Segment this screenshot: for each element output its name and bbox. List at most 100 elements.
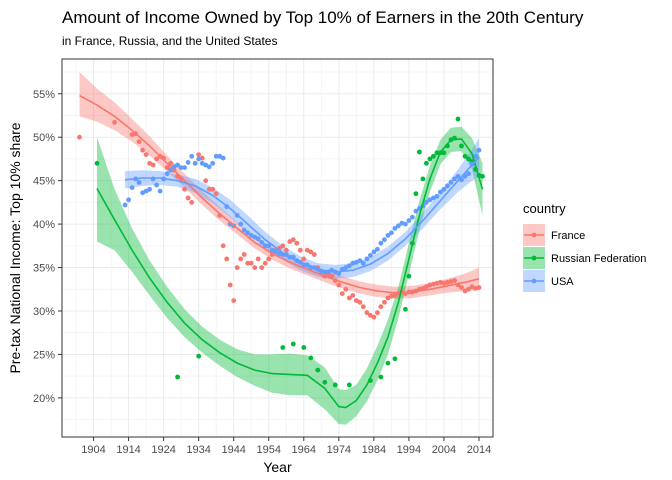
point-usa	[122, 202, 128, 208]
point-russian-federation	[385, 360, 391, 366]
point-usa	[389, 230, 394, 236]
x-tick-label: 1914	[116, 444, 140, 456]
point-usa	[403, 221, 408, 227]
point-usa	[375, 246, 380, 252]
legend-label: Russian Federation	[551, 253, 646, 265]
x-tick-label: 1954	[256, 444, 280, 456]
point-france	[238, 256, 244, 262]
point-france	[185, 195, 191, 201]
point-france	[297, 247, 303, 253]
point-usa	[255, 236, 261, 242]
smooth-lines	[79, 94, 484, 409]
legend-key-dot	[531, 278, 537, 284]
point-france	[196, 152, 202, 158]
x-tick-label: 2004	[432, 444, 456, 456]
point-usa	[455, 173, 461, 179]
point-france	[241, 252, 247, 257]
point-france	[452, 278, 457, 283]
point-france	[290, 237, 296, 243]
point-france	[357, 299, 363, 305]
point-france	[311, 252, 317, 257]
x-tick-label: 1904	[81, 444, 105, 456]
chart-title: Amount of Income Owned by Top 10% of Ear…	[62, 8, 584, 27]
x-tick-label: 1944	[221, 444, 245, 456]
legend-key-dot	[531, 255, 537, 261]
point-russian-federation	[434, 150, 440, 156]
point-france	[336, 282, 342, 288]
point-russian-federation	[308, 355, 314, 361]
point-france	[459, 285, 464, 290]
point-france	[140, 147, 146, 153]
point-russian-federation	[455, 116, 461, 122]
point-france	[339, 291, 345, 296]
x-tick-label: 2014	[467, 444, 491, 456]
point-usa	[346, 263, 352, 269]
point-usa	[413, 208, 419, 214]
point-usa	[196, 156, 202, 162]
x-tick-label: 1984	[362, 444, 386, 456]
legend-key-dot	[531, 232, 537, 238]
point-france	[445, 279, 450, 285]
point-usa	[182, 165, 188, 171]
point-russian-federation	[322, 379, 328, 385]
point-usa	[445, 183, 450, 189]
point-france	[231, 298, 237, 303]
point-usa	[406, 218, 412, 224]
point-russian-federation	[406, 273, 412, 279]
point-usa	[273, 249, 279, 255]
point-france	[364, 310, 370, 316]
point-usa	[262, 243, 268, 249]
point-russian-federation	[413, 191, 419, 197]
point-russian-federation	[315, 367, 321, 373]
point-usa	[396, 223, 401, 229]
point-russian-federation	[459, 143, 464, 149]
point-usa	[382, 237, 387, 243]
chart-subtitle: in France, Russia, and the United States	[62, 34, 277, 48]
x-tick-label: 1964	[292, 444, 316, 456]
point-russian-federation	[280, 345, 286, 350]
point-usa	[385, 233, 391, 238]
point-france	[248, 260, 254, 266]
point-russian-federation	[427, 156, 433, 162]
point-usa	[424, 200, 429, 205]
y-tick-label: 35%	[33, 263, 55, 275]
point-france	[245, 260, 251, 266]
point-russian-federation	[175, 374, 181, 380]
point-france	[220, 243, 226, 249]
point-usa	[129, 185, 135, 191]
point-usa	[245, 230, 251, 236]
point-france	[308, 249, 314, 255]
point-usa	[136, 180, 142, 185]
point-russian-federation	[424, 160, 429, 166]
point-usa	[157, 188, 163, 194]
point-usa	[357, 258, 363, 263]
gridlines	[62, 59, 493, 437]
point-usa	[441, 186, 447, 192]
point-usa	[164, 171, 170, 177]
x-tick-label: 1934	[186, 444, 210, 456]
point-france	[294, 240, 300, 246]
point-france	[346, 295, 352, 301]
point-usa	[206, 164, 212, 170]
point-russian-federation	[417, 149, 422, 155]
plot-border	[61, 58, 494, 438]
point-usa	[410, 214, 415, 220]
point-usa	[126, 197, 131, 203]
point-france	[476, 285, 482, 290]
point-russian-federation	[420, 176, 426, 182]
point-france	[112, 120, 117, 125]
point-usa	[438, 189, 443, 195]
point-france	[150, 162, 156, 168]
point-france	[255, 256, 261, 262]
point-usa	[185, 160, 191, 165]
point-russian-federation	[196, 353, 202, 359]
y-axis-ticks: 20% 25% 30% 35% 40% 45% 50% 55%	[33, 89, 62, 405]
point-usa	[360, 260, 366, 266]
band-russian-federation	[97, 126, 483, 425]
legend-label: France	[551, 230, 585, 242]
point-usa	[220, 155, 226, 161]
point-france	[382, 299, 387, 305]
point-russian-federation	[301, 345, 307, 350]
point-usa	[371, 249, 377, 255]
